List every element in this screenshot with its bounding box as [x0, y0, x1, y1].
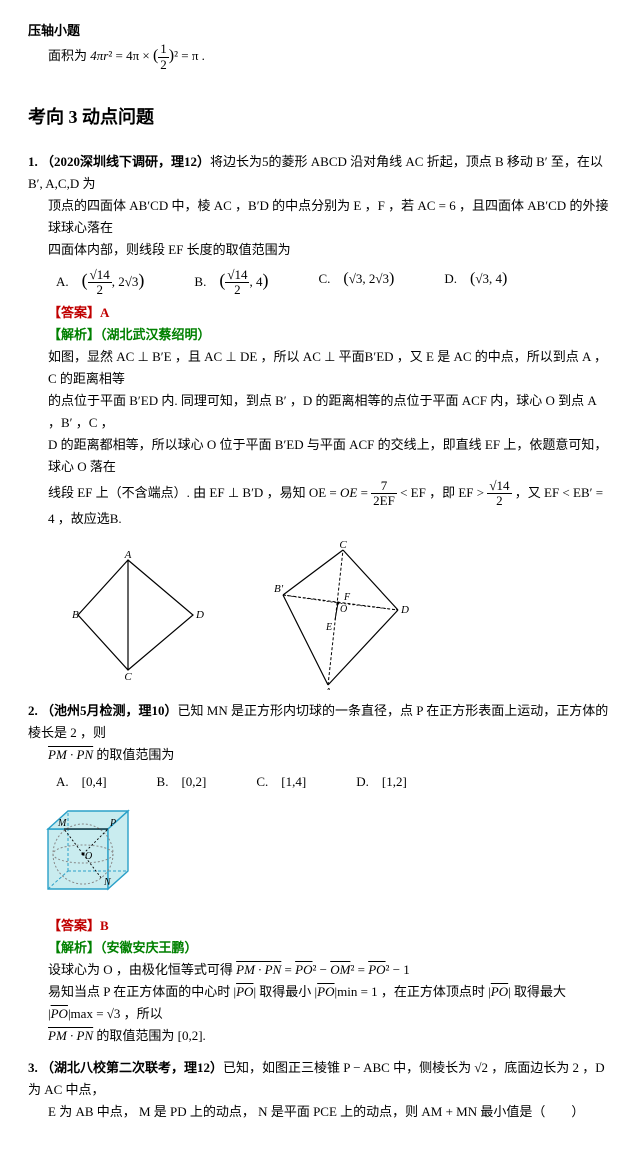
p2-analysis-label: 【解析】 — [48, 940, 100, 955]
p1-stem3: 四面体内部，则线段 EF 长度的取值范围为 — [28, 239, 612, 261]
p1-author: （湖北武汉蔡绍明） — [100, 327, 211, 342]
p2-choices: A. [0,4] B. [0,2] C. [1,4] D. [1,2] — [28, 771, 612, 793]
p1-num: 1. — [28, 154, 38, 169]
svg-text:B': B' — [274, 583, 284, 595]
svg-text:M: M — [57, 818, 67, 829]
choice-b: B. (√142, 4) — [194, 265, 268, 298]
p1-exp1: 如图，显然 AC ⊥ B′E ，且 AC ⊥ DE ，所以 AC ⊥ 平面B′E… — [28, 346, 612, 390]
p1-choices: A. (√142, 2√3) B. (√142, 4) C. (√3, 2√3)… — [28, 265, 612, 298]
p2-exp1: 设球心为 O ，由极化恒等式可得 PM · PN = PO² − OM² = P… — [28, 959, 612, 981]
p1-stem2: 顶点的四面体 AB′CD 中，棱 AC ，B′D 的中点分别为 E ，F ，若 … — [28, 195, 612, 239]
choice-c: C. [1,4] — [256, 771, 306, 793]
svg-text:D: D — [400, 604, 409, 616]
p2-exp2: 易知当点 P 在正方体面的中心时 |PO| 取得最小 |PO|min = 1 ，… — [28, 981, 612, 1025]
p1-exp3: D 的距离都相等，所以球心 O 位于平面 B′ED 与平面 ACF 的交线上，即… — [28, 434, 612, 478]
choice-d: D. [1,2] — [356, 771, 407, 793]
p1-exp2: 的点位于平面 B′ED 内. 同理可知，到点 B′ ，D 的距离相等的点位于平面… — [28, 390, 612, 434]
svg-text:D: D — [195, 609, 204, 621]
choice-a: A. [0,4] — [56, 771, 107, 793]
figure-rhombus: A B C D — [68, 550, 208, 680]
section-title: 考向 3 动点问题 — [28, 102, 612, 133]
page-header: 压轴小题 — [28, 20, 612, 42]
choice-b: B. [0,2] — [157, 771, 207, 793]
problem-2: 2. （池州5月检测，理10）已知 MN 是正方形内切球的一条直径，点 P 在正… — [28, 700, 612, 1047]
problem-1: 1. （2020深圳线下调研，理12）将边长为5的菱形 ABCD 沿对角线 AC… — [28, 151, 612, 691]
svg-text:E: E — [325, 622, 332, 633]
figure-tetra: A B' C D E F O — [248, 540, 418, 690]
p1-answer: 【答案】A — [28, 302, 612, 324]
p1-figures: A B C D A B' C D E F O — [28, 540, 612, 690]
choice-d: D. (√3, 4) — [444, 265, 507, 298]
p2-answer: 【答案】B — [28, 915, 612, 937]
svg-text:F: F — [343, 592, 351, 603]
p2-author: （安徽安庆王鹏） — [100, 940, 198, 955]
svg-text:O: O — [85, 851, 92, 862]
p3-stem2: E 为 AB 中点， M 是 PD 上的动点， N 是平面 PCE 上的动点，则… — [28, 1101, 612, 1123]
p3-num: 3. — [28, 1060, 38, 1075]
svg-text:O: O — [340, 604, 347, 615]
svg-text:A: A — [124, 550, 132, 561]
choice-c: C. (√3, 2√3) — [318, 265, 394, 298]
p1-analysis-label: 【解析】 — [48, 327, 100, 342]
svg-text:N: N — [103, 877, 112, 888]
p2-src: （池州5月检测，理10） — [41, 703, 178, 718]
p1-src: （2020深圳线下调研，理12） — [41, 154, 210, 169]
p2-num: 2. — [28, 703, 38, 718]
p2-stem2: PM · PN 的取值范围为 — [28, 744, 612, 766]
svg-text:P: P — [109, 818, 116, 829]
svg-text:B: B — [72, 609, 79, 621]
p1-exp4: 线段 EF 上（不含端点）. 由 EF ⊥ B′D ，易知 OE = OE = … — [28, 479, 612, 531]
svg-text:A: A — [324, 686, 332, 690]
p3-src: （湖北八校第二次联考，理12） — [41, 1060, 223, 1075]
problem-3: 3. （湖北八校第二次联考，理12）已知，如图正三棱锥 P − ABC 中，侧棱… — [28, 1057, 612, 1123]
svg-text:C: C — [124, 671, 132, 680]
p2-exp3: PM · PN 的取值范围为 [0,2]. — [28, 1025, 612, 1047]
figure-cube: M P O N — [28, 799, 612, 909]
intro-formula: 面积为 4πr² = 4π × (12)² = π . — [28, 42, 612, 72]
svg-text:C: C — [339, 540, 347, 551]
choice-a: A. (√142, 2√3) — [56, 265, 144, 298]
